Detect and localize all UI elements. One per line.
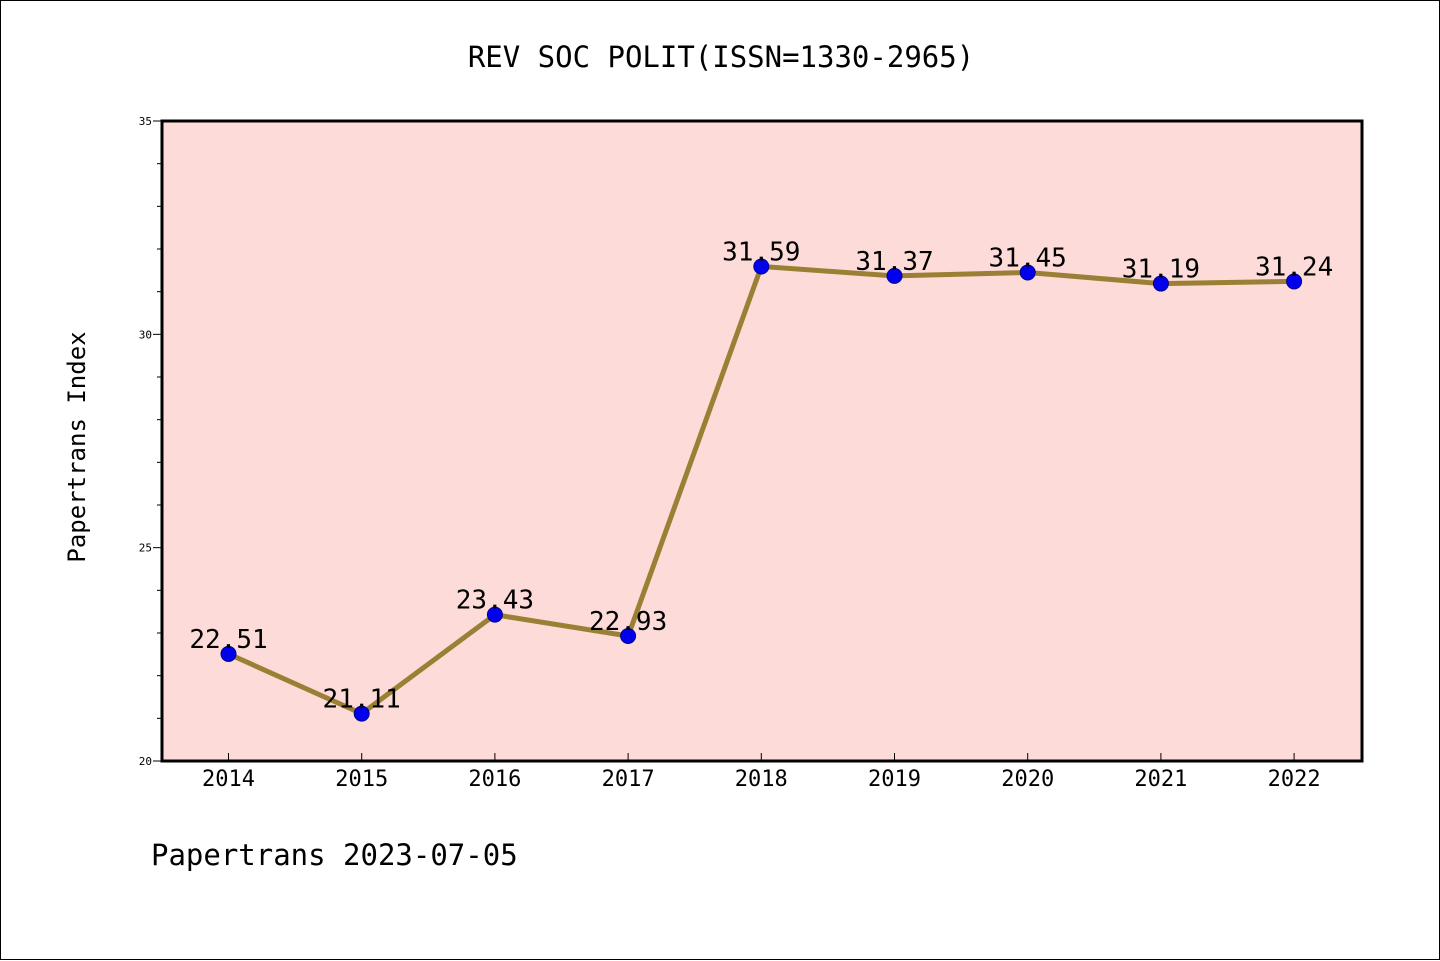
data-point <box>1019 264 1036 281</box>
x-tick-label: 2017 <box>602 767 655 792</box>
x-tick-label: 2015 <box>335 767 388 792</box>
x-tick-label: 2021 <box>1134 767 1187 792</box>
data-label: 31.19 <box>1122 255 1200 285</box>
y-axis: 20 25 30 35 <box>139 115 162 768</box>
x-tick-label: 2018 <box>735 767 788 792</box>
x-axis: 2014 2015 2016 2017 2018 2019 2020 2021 2022 <box>202 753 1321 792</box>
data-point <box>753 258 770 275</box>
data-label: 31.37 <box>855 247 933 277</box>
series-layer <box>220 258 1303 722</box>
y-tick-label: 25 <box>139 542 152 555</box>
footer-text: Papertrans 2023-07-05 <box>151 838 518 872</box>
data-label: 31.24 <box>1255 252 1333 282</box>
plot-area <box>162 121 1362 761</box>
y-tick-label: 30 <box>139 328 152 341</box>
x-tick-label: 2014 <box>202 767 255 792</box>
data-point <box>886 267 903 284</box>
data-label: 22.93 <box>589 607 667 637</box>
x-tick-label: 2022 <box>1268 767 1321 792</box>
x-tick-label: 2019 <box>868 767 921 792</box>
x-tick-label: 2020 <box>1001 767 1054 792</box>
data-label: 31.45 <box>989 243 1067 273</box>
data-label: 22.51 <box>189 625 267 655</box>
plot-border <box>160 119 1364 763</box>
data-point <box>620 627 637 644</box>
y-tick-label: 35 <box>139 115 152 128</box>
y-axis-label: Papertrans Index <box>63 331 91 562</box>
x-tick-label: 2016 <box>468 767 521 792</box>
chart-title: REV SOC POLIT(ISSN=1330-2965) <box>468 40 974 74</box>
y-tick-label: 20 <box>139 755 152 768</box>
data-label: 21.11 <box>323 685 401 715</box>
data-point <box>486 606 503 623</box>
data-label: 23.43 <box>456 586 534 616</box>
data-point <box>1152 275 1169 292</box>
data-point <box>1286 273 1303 290</box>
data-point <box>353 705 370 722</box>
data-point <box>220 645 237 662</box>
data-labels: 22.51 21.11 23.43 22.93 31.59 31.37 31.45 31.19… <box>189 237 1333 714</box>
data-label: 31.59 <box>722 237 800 267</box>
